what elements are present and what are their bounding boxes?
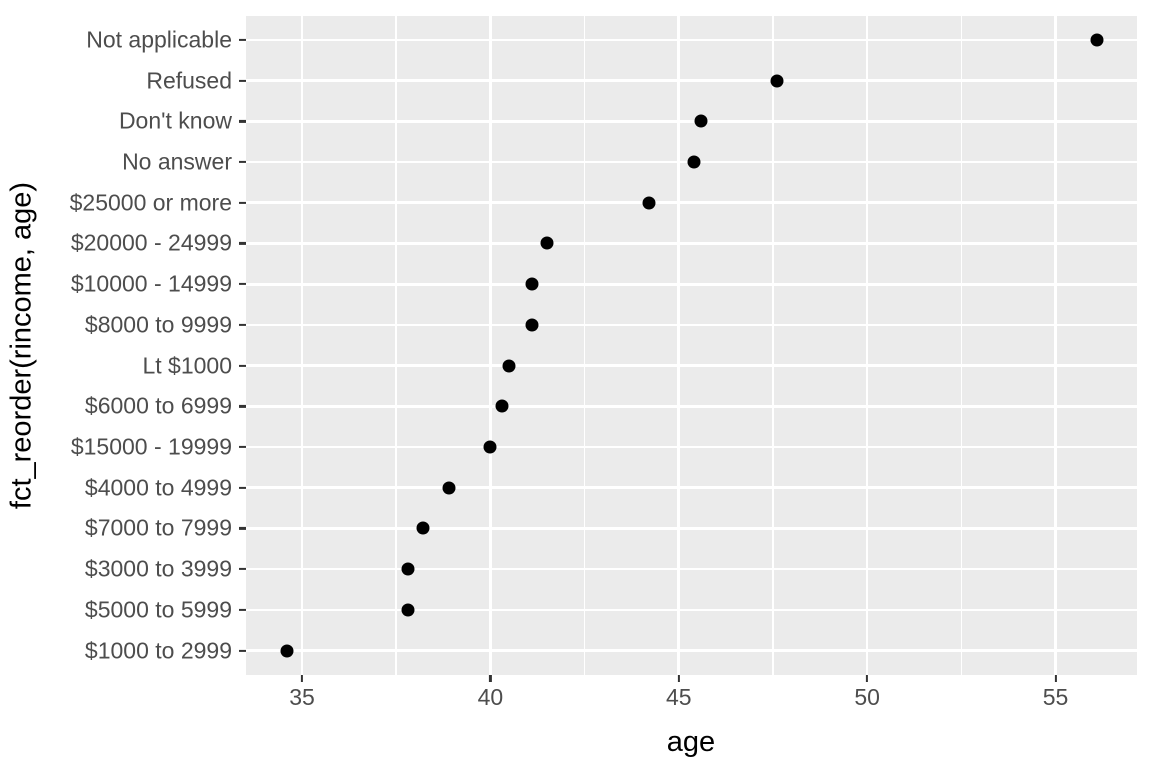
- y-tick-mark: [239, 120, 246, 123]
- gridline-minor-x: [583, 15, 586, 675]
- y-tick-label: No answer: [122, 148, 232, 175]
- gridline-major-y: [245, 79, 1137, 82]
- data-point: [502, 359, 516, 373]
- gridline-major-y: [245, 282, 1137, 286]
- y-tick-mark: [239, 201, 246, 204]
- x-tick-label: 40: [477, 684, 504, 710]
- y-tick-label: Don't know: [118, 107, 232, 134]
- y-tick-mark: [239, 608, 246, 611]
- data-point: [525, 277, 539, 291]
- y-tick-label: $5000 to 5999: [84, 596, 232, 623]
- y-axis-labels-group: Not applicable Refused Don't know No answer…: [0, 0, 232, 768]
- plot-panel: [245, 15, 1137, 675]
- y-tick-mark: [239, 79, 246, 82]
- data-point: [687, 155, 701, 169]
- y-tick-mark: [239, 242, 246, 245]
- x-tick-mark: [300, 675, 304, 682]
- data-point: [540, 236, 554, 250]
- x-tick-mark: [489, 675, 492, 682]
- gridline-major-x: [300, 15, 304, 675]
- gridline-major-y: [245, 567, 1137, 571]
- gridline-major-y: [245, 445, 1137, 449]
- y-tick-label: Lt $1000: [142, 352, 232, 379]
- y-tick-mark: [239, 364, 246, 367]
- data-point: [642, 196, 656, 210]
- gridline-minor-x: [960, 15, 963, 675]
- gridline-major-y: [245, 608, 1137, 612]
- gridline-major-y: [245, 404, 1137, 408]
- gridline-major-y: [245, 527, 1137, 530]
- gridline-major-x: [489, 15, 492, 675]
- y-tick-label: $4000 to 4999: [84, 474, 232, 501]
- y-tick-label: Refused: [146, 67, 232, 94]
- gridline-major-x: [1054, 15, 1057, 675]
- x-tick-label: 45: [665, 684, 692, 710]
- y-tick-mark: [239, 323, 246, 326]
- y-tick-label: $1000 to 2999: [84, 637, 232, 664]
- x-tick-label: 35: [289, 684, 315, 710]
- data-point: [770, 74, 784, 88]
- y-tick-mark: [239, 649, 246, 652]
- data-point: [483, 440, 497, 454]
- x-tick-label: 50: [854, 684, 880, 710]
- y-tick-mark: [239, 283, 246, 286]
- data-point: [416, 521, 430, 535]
- data-point: [1090, 33, 1104, 47]
- y-tick-label: $7000 to 7999: [84, 514, 232, 541]
- y-tick-label: $3000 to 3999: [84, 555, 232, 582]
- y-tick-label: $20000 - 24999: [70, 229, 232, 256]
- gridline-major-y: [245, 242, 1137, 245]
- y-tick-mark: [239, 568, 246, 571]
- gridline-major-y: [245, 323, 1137, 327]
- y-tick-label: $8000 to 9999: [84, 311, 232, 338]
- gridline-minor-x: [395, 15, 397, 675]
- y-tick-mark: [239, 527, 246, 530]
- x-tick-mark: [677, 675, 680, 682]
- y-tick-label: $10000 - 14999: [70, 270, 232, 297]
- gridline-major-x: [677, 15, 681, 675]
- data-point: [442, 481, 456, 495]
- y-axis-title: fct_reorder(rincome, age): [5, 181, 37, 509]
- gridline-major-y: [245, 201, 1137, 205]
- data-point: [495, 399, 509, 413]
- gridline-major-y: [245, 649, 1137, 652]
- gridline-minor-x: [772, 15, 774, 675]
- data-point: [694, 114, 708, 128]
- y-tick-mark: [239, 405, 246, 408]
- y-tick-mark: [239, 445, 246, 449]
- data-point: [280, 644, 294, 658]
- x-tick-mark: [1054, 675, 1057, 682]
- gridline-major-y: [245, 38, 1137, 42]
- gridline-major-y: [245, 486, 1137, 490]
- y-tick-label: Not applicable: [86, 26, 232, 53]
- data-point: [401, 562, 414, 576]
- x-tick-label: 55: [1042, 684, 1069, 710]
- data-point: [525, 318, 539, 332]
- gridline-major-y: [245, 364, 1137, 367]
- gridline-major-y: [245, 119, 1137, 123]
- y-tick-mark: [239, 38, 246, 42]
- y-tick-label: $15000 - 19999: [70, 433, 232, 460]
- x-axis-title: age: [666, 726, 716, 758]
- y-tick-mark: [239, 160, 246, 164]
- y-tick-mark: [239, 486, 246, 489]
- y-tick-label: $25000 or more: [69, 189, 232, 216]
- gridline-major-x: [865, 15, 869, 675]
- data-point: [401, 603, 414, 617]
- x-tick-mark: [866, 675, 869, 682]
- y-tick-label: $6000 to 6999: [84, 392, 232, 419]
